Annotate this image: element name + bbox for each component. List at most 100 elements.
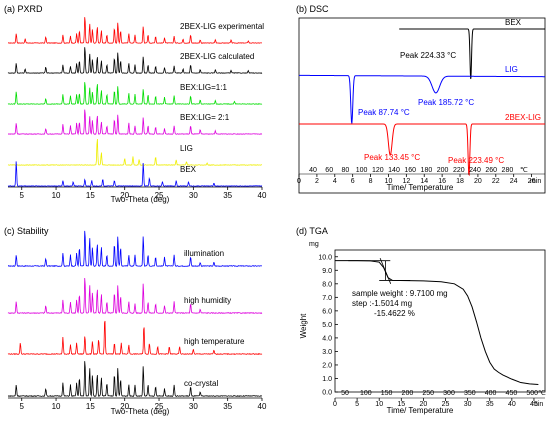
time-unit: min xyxy=(530,178,541,185)
y-tick-label: 6.0 xyxy=(322,308,332,315)
panel-d-tga: (d) TGA mg Weight 0.0 1.0 2.0 3.0 4.0 5.0 6.0 7… xyxy=(296,226,546,415)
temp-tick-label: 60 xyxy=(325,167,333,174)
time-tick-label: 6 xyxy=(351,178,355,185)
dsc-peak-label: Peak 224.33 °C xyxy=(400,51,456,60)
dsc-peak-label: Peak 87.74 °C xyxy=(358,108,410,117)
trace-2bex-lig-experimental xyxy=(7,17,263,45)
trace-label-2bex-lig-calculated: 2BEX-LIG calculated xyxy=(180,52,254,61)
temp-tick-label: 350 xyxy=(464,390,476,397)
time-tick-label: 20 xyxy=(474,178,482,185)
temp-tick-label: 240 xyxy=(469,167,481,174)
y-tick-label: 10.0 xyxy=(318,254,332,261)
panel-d-annotation-step: step :-1.5014 mg xyxy=(352,299,412,308)
y-tick-label: 0.0 xyxy=(322,390,332,397)
x-tick-label: 30 xyxy=(189,402,198,411)
x-tick-label: 5 xyxy=(20,191,25,200)
panel-a-trace-labels: 2BEX-LIG experimental 2BEX-LIG calculated… xyxy=(180,22,264,174)
x-tick-label: 20 xyxy=(120,191,129,200)
x-tick-label: 15 xyxy=(86,402,95,411)
dsc-series-label-lig: LIG xyxy=(505,65,518,74)
panel-d-curve xyxy=(335,257,539,386)
y-tick-label: 2.0 xyxy=(322,362,332,369)
x-tick-label: 20 xyxy=(120,402,129,411)
trace-label-bex: BEX xyxy=(180,165,197,174)
panel-a-traces xyxy=(7,17,263,187)
panel-d-y-ticks: 0.0 1.0 2.0 3.0 4.0 5.0 6.0 7.0 8.0 9.0 10.0 xyxy=(318,254,338,397)
time-tick-label: 15 xyxy=(397,401,405,408)
x-tick-label: 10 xyxy=(52,191,61,200)
panel-d-annotation-weight: sample weight : 9.7100 mg xyxy=(352,289,448,298)
temp-tick-label: 500 xyxy=(526,390,538,397)
panel-a-label: (a) PXRD xyxy=(4,4,43,14)
dsc-peak-label: Peak 223.49 °C xyxy=(448,156,504,165)
time-tick-label: 10 xyxy=(385,178,393,185)
temp-tick-label: 200 xyxy=(402,390,414,397)
panel-c-trace-labels: illumination high humidity high temperatur… xyxy=(184,249,245,388)
x-tick-label: 15 xyxy=(86,191,95,200)
panel-b-frame xyxy=(298,17,546,194)
time-tick-label: 8 xyxy=(369,178,373,185)
dsc-peak-label: Peak 133.45 °C xyxy=(364,153,420,162)
trace-label-co-crystal: co-crystal xyxy=(184,379,218,388)
temp-tick-label: 40 xyxy=(309,167,317,174)
dsc-trace-2bex-lig xyxy=(299,123,545,177)
panel-d-frame xyxy=(334,249,546,393)
x-tick-label: 35 xyxy=(223,402,232,411)
panel-b-label: (b) DSC xyxy=(296,4,329,14)
temp-unit: ℃ xyxy=(538,390,546,397)
trace-label-high-temperature: high temperature xyxy=(184,337,245,346)
panel-d-x-ticks: 50 100 150 200 250 300 350 400 450 500 ℃ 0 5 10 15 20 25… xyxy=(333,390,546,408)
panel-c-label: (c) Stability xyxy=(4,226,49,236)
x-tick-label: 40 xyxy=(258,191,267,200)
panel-b-traces: BEX Peak 224.33 °C LIG Peak 87.74 °C Peak 18… xyxy=(299,18,546,177)
temp-tick-label: 280 xyxy=(502,167,514,174)
time-tick-label: 0 xyxy=(333,401,337,408)
trace-label-2bex-lig-experimental: 2BEX-LIG experimental xyxy=(180,22,264,31)
panel-b-ticks: 40 60 80 100 120 140 160 180 200 220 240 260 280 ℃0 2 4… xyxy=(297,167,545,185)
trace-bex-lig-1-1 xyxy=(7,82,263,105)
trace-bex xyxy=(7,161,263,187)
panel-c-traces xyxy=(7,230,263,398)
time-tick-label: 40 xyxy=(508,401,516,408)
tga-curve xyxy=(335,260,539,386)
time-tick-label: 5 xyxy=(355,401,359,408)
dsc-peak-label: Peak 185.72 °C xyxy=(418,98,474,107)
temp-tick-label: 300 xyxy=(443,390,455,397)
temp-tick-label: 200 xyxy=(437,167,449,174)
temp-tick-label: 260 xyxy=(485,167,497,174)
trace-lig xyxy=(7,139,262,166)
temp-unit: ℃ xyxy=(520,167,528,174)
time-tick-label: 10 xyxy=(375,401,383,408)
time-tick-label: 2 xyxy=(315,178,319,185)
panel-c-x-ticks: 5 10 15 20 25 30 35 40 xyxy=(20,398,267,411)
time-tick-label: 35 xyxy=(486,401,494,408)
dsc-trace-lig xyxy=(299,74,546,124)
y-tick-label: 3.0 xyxy=(322,349,332,356)
trace-label-bex-lig-1-1: BEX:LIG=1:1 xyxy=(180,83,227,92)
temp-tick-label: 400 xyxy=(485,390,497,397)
panel-b-x-label: Time/ Temperature xyxy=(387,183,454,192)
time-tick-label: 4 xyxy=(333,178,337,185)
temp-tick-label: 50 xyxy=(341,390,349,397)
x-tick-label: 5 xyxy=(20,402,25,411)
panel-a-x-label: Two-Theta (deg) xyxy=(111,195,170,204)
dsc-trace-bex xyxy=(399,28,545,80)
x-tick-label: 10 xyxy=(52,402,61,411)
time-tick-label: 0 xyxy=(297,178,301,185)
time-tick-label: 45 xyxy=(530,401,538,408)
trace-label-high-humidity: high humidity xyxy=(184,296,231,305)
temp-tick-label: 160 xyxy=(404,167,416,174)
time-tick-label: 24 xyxy=(510,178,518,185)
temp-tick-label: 140 xyxy=(388,167,400,174)
trace-high-temperature xyxy=(7,320,263,356)
y-tick-label: 1.0 xyxy=(322,376,332,383)
x-tick-label: 35 xyxy=(223,191,232,200)
dsc-series-label-bex: BEX xyxy=(505,18,522,27)
trace-label-illumination: illumination xyxy=(184,249,224,258)
temp-tick-label: 100 xyxy=(356,167,368,174)
temp-tick-label: 250 xyxy=(422,390,434,397)
time-tick-label: 22 xyxy=(492,178,500,185)
panel-d-label: (d) TGA xyxy=(296,226,328,236)
time-tick-label: 26 xyxy=(528,178,536,185)
x-tick-label: 40 xyxy=(258,402,267,411)
